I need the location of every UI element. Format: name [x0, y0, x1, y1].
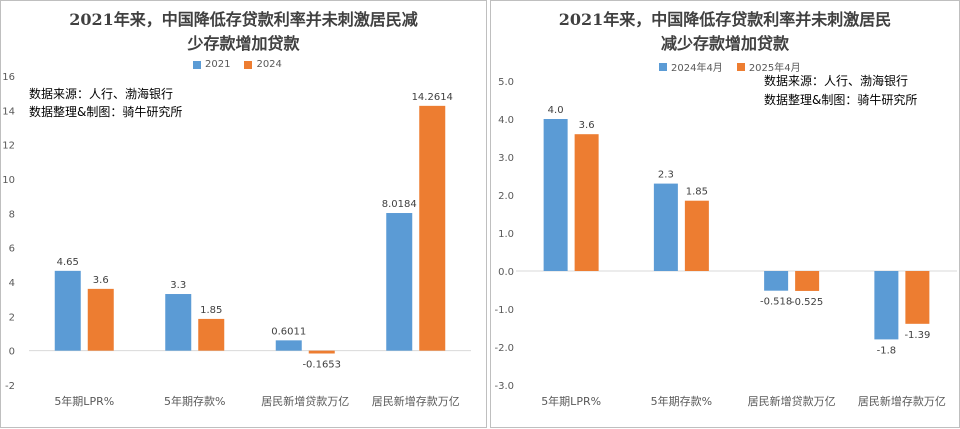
- chart-note-credit: 数据整理&制图：骑牛研究所: [764, 93, 918, 107]
- y-tick-label: 3.0: [498, 153, 514, 164]
- data-label: 8.0184: [382, 199, 417, 210]
- bar-1: [764, 271, 789, 291]
- legend-label-series1: 2021: [205, 59, 231, 70]
- data-label: -0.518: [760, 297, 792, 308]
- data-label: 1.85: [200, 305, 222, 316]
- bar-2: [795, 271, 820, 291]
- y-tick-label: 8: [9, 209, 15, 220]
- legend-swatch-series2: [244, 60, 253, 69]
- chart-note-credit: 数据整理&制图：骑牛研究所: [29, 105, 183, 119]
- y-tick-label: 1.0: [498, 229, 514, 240]
- data-label: 14.2614: [412, 92, 453, 103]
- bar-2: [419, 105, 446, 351]
- data-label: 3.6: [579, 120, 595, 131]
- y-tick-label: -3.0: [494, 381, 514, 392]
- y-tick-label: 5.0: [498, 77, 514, 88]
- y-tick-label: 10: [2, 175, 15, 186]
- y-tick-label: 4: [9, 278, 15, 289]
- data-label: 1.85: [686, 187, 708, 198]
- legend-swatch-series1: [193, 60, 201, 69]
- y-tick-label: 0: [9, 347, 15, 358]
- bar-2: [308, 350, 335, 354]
- y-tick-label: 16: [2, 72, 15, 83]
- bar-2: [574, 134, 599, 271]
- y-tick-label: 2: [9, 312, 15, 323]
- bar-1: [165, 294, 192, 351]
- legend-item-series1: 2024年4月: [659, 59, 723, 74]
- bar-1: [543, 119, 568, 271]
- data-label: -0.525: [791, 297, 823, 308]
- y-tick-label: 12: [2, 141, 15, 152]
- x-tick-label: 居民新增存款万亿: [372, 394, 460, 408]
- y-tick-label: -1.0: [494, 305, 514, 316]
- data-label: 3.3: [170, 280, 186, 291]
- bar-chart-right: -3.0 -2.0 -1.0 0.0 1.0 2.0 3.0 4.0 5.0 4.0 3.6 5年期L…: [494, 77, 957, 408]
- data-label: 0.6011: [271, 326, 306, 337]
- bar-1: [386, 213, 413, 351]
- chart-legend: 2021 2024: [193, 59, 282, 70]
- bar-2: [87, 288, 114, 351]
- y-tick-label: 4.0: [498, 115, 514, 126]
- bar-2: [198, 318, 225, 351]
- x-tick-label: 5年期存款%: [164, 394, 225, 408]
- chart-panel-left: 2021年来，中国降低存贷款利率并未刺激居民减 少存款增加贷款 2021 202…: [0, 0, 487, 428]
- chart-note-source: 数据来源：人行、渤海银行: [764, 74, 909, 88]
- bar-1: [54, 270, 81, 351]
- chart-legend: 2024年4月 2025年4月: [659, 59, 801, 74]
- data-label: 4.65: [57, 257, 79, 268]
- data-label: 3.6: [93, 275, 109, 286]
- x-tick-label: 居民新增贷款万亿: [748, 394, 836, 408]
- y-tick-label: 6: [9, 244, 15, 255]
- data-label: -0.1653: [302, 360, 341, 371]
- chart-title-line1: 2021年来，中国降低存贷款利率并未刺激居民: [558, 10, 892, 29]
- bar-2: [684, 200, 709, 271]
- y-tick-label: 0.0: [498, 267, 514, 278]
- bar-1: [275, 340, 302, 351]
- legend-item-series2: 2024: [244, 59, 282, 70]
- chart-title-line2: 少存款增加贷款: [187, 34, 300, 53]
- chart-note-source: 数据来源：人行、渤海银行: [29, 87, 174, 101]
- y-tick-label: -2: [5, 381, 15, 392]
- y-tick-label: -2.0: [494, 343, 514, 354]
- legend-label-series2: 2024: [256, 59, 282, 70]
- chart-title-line1: 2021年来，中国降低存贷款利率并未刺激居民减: [69, 10, 418, 29]
- chart-panel-right: 2021年来，中国降低存贷款利率并未刺激居民 减少存款增加贷款 2024年4月 …: [490, 0, 960, 428]
- x-tick-label: 5年期LPR%: [541, 394, 601, 408]
- data-label: 4.0: [548, 105, 564, 116]
- x-tick-label: 居民新增存款万亿: [858, 394, 946, 408]
- bar-1: [874, 271, 899, 340]
- legend-swatch-series1: [659, 62, 667, 71]
- x-tick-label: 5年期LPR%: [54, 394, 114, 408]
- x-tick-label: 居民新增贷款万亿: [261, 394, 349, 408]
- legend-swatch-series2: [736, 62, 745, 71]
- data-label: -1.39: [904, 330, 930, 341]
- legend-item-series1: 2021: [193, 59, 230, 70]
- bar-1: [653, 183, 678, 271]
- bar-chart-left: -2 0 2 4 6 8 10 12 14 16 4.65 3.6 5年期LPR% 3.3 1.85 5年期存…: [2, 72, 471, 408]
- x-tick-label: 5年期存款%: [651, 394, 712, 408]
- y-tick-label: 2.0: [498, 191, 514, 202]
- legend-item-series2: 2025年4月: [736, 59, 801, 74]
- bar-2: [905, 271, 930, 324]
- legend-label-series1: 2024年4月: [671, 63, 723, 74]
- chart-title-line2: 减少存款增加贷款: [660, 34, 789, 53]
- y-tick-label: 14: [2, 106, 15, 117]
- legend-label-series2: 2025年4月: [748, 63, 801, 74]
- data-label: -1.8: [877, 345, 897, 356]
- data-label: 2.3: [658, 170, 674, 181]
